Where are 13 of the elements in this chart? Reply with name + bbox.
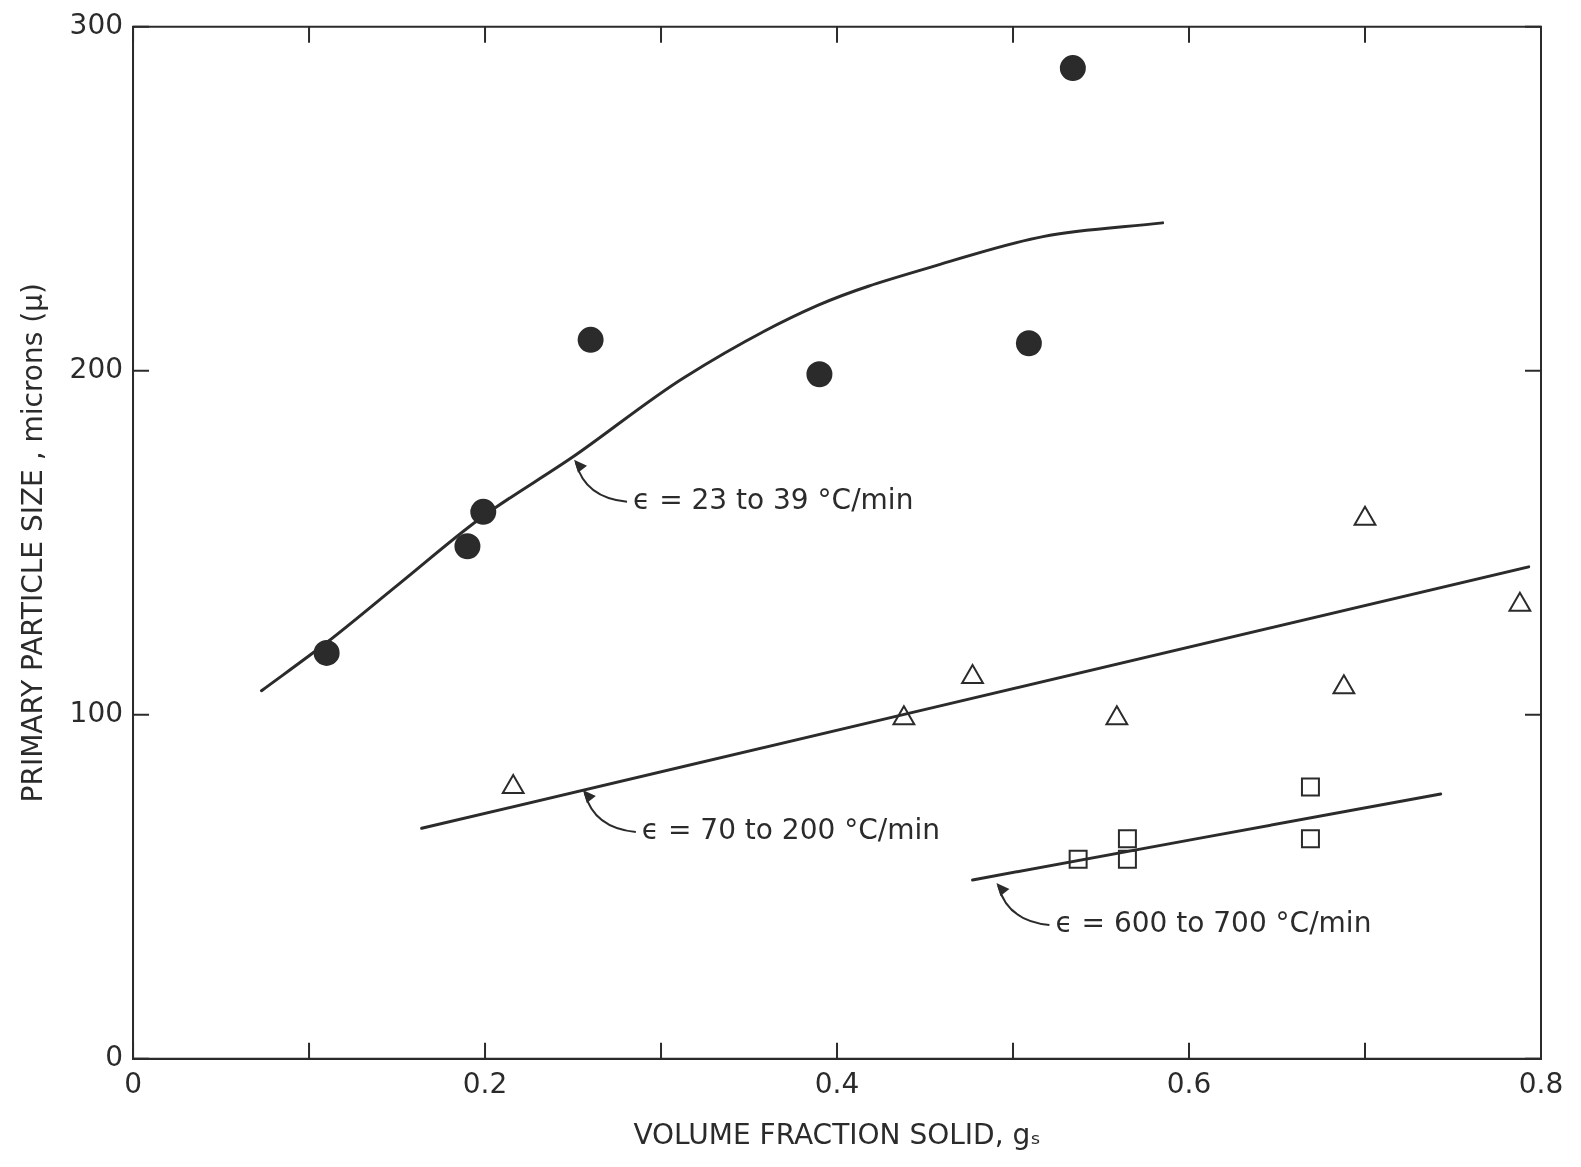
x-tick-label: 0.6 — [1166, 1066, 1212, 1100]
y-tick-label: 300 — [69, 8, 124, 42]
y-tick-label: 100 — [69, 696, 124, 730]
annotation: ϵ = 23 to 39 °C/min — [633, 483, 914, 517]
x-axis-title: VOLUME FRACTION SOLID, gₛ — [633, 1118, 1041, 1152]
y-tick-label: 200 — [69, 352, 124, 386]
annotation: ϵ = 70 to 200 °C/min — [641, 813, 940, 847]
y-tick-label: 0 — [105, 1040, 124, 1074]
annotation: ϵ = 600 to 700 °C/min — [1055, 906, 1372, 940]
x-tick-label: 0.4 — [814, 1066, 860, 1100]
x-tick-label: 0.2 — [462, 1066, 508, 1100]
x-tick-label: 0.8 — [1518, 1066, 1564, 1100]
y-axis-title: PRIMARY PARTICLE SIZE , microns (μ) — [16, 283, 50, 803]
